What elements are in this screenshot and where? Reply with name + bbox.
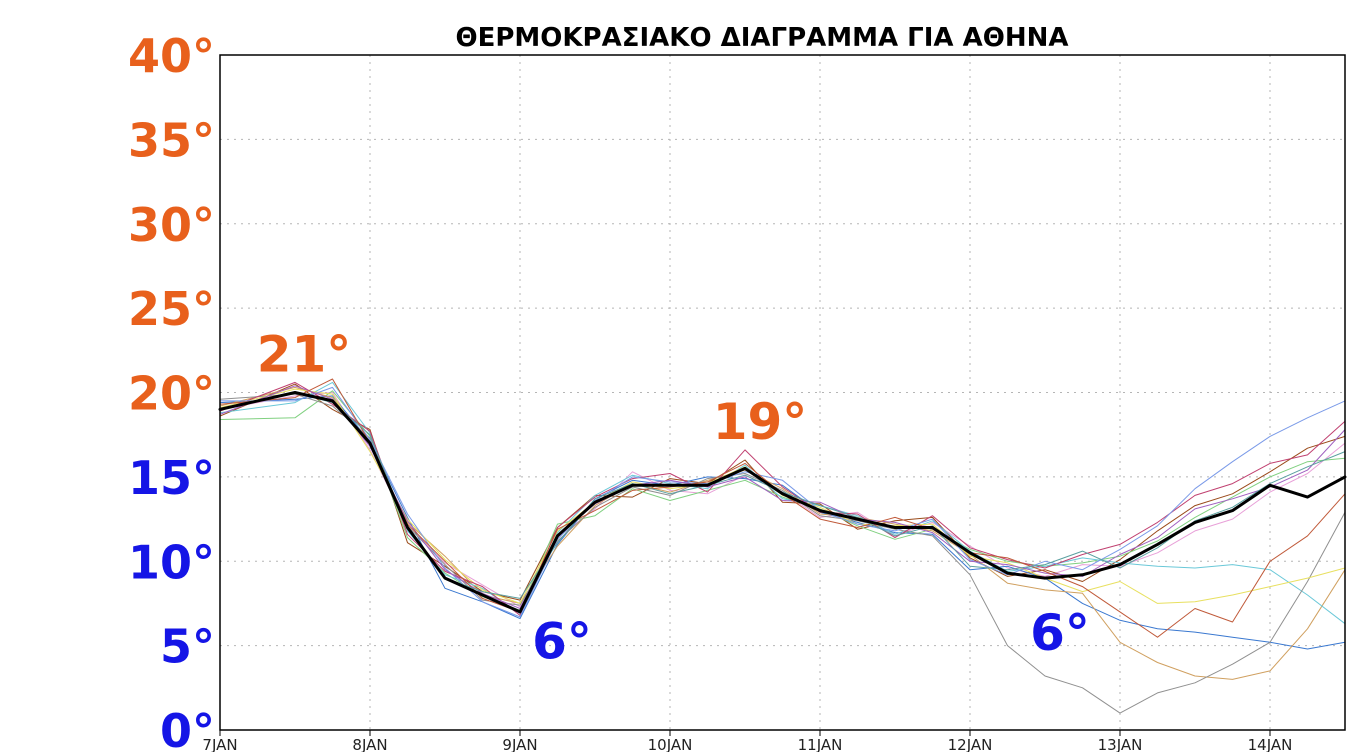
- x-tick-label: 9JAN: [502, 736, 537, 752]
- plot-frame: [219, 54, 1346, 731]
- x-tick-label: 7JAN: [202, 736, 237, 752]
- y-tick-label: 40°: [128, 29, 215, 83]
- x-tick-label: 10JAN: [648, 736, 693, 752]
- x-axis: 7JAN 8JAN 9JAN 10JAN 11JAN 12JAN 13JAN 14JAN: [202, 730, 1292, 752]
- x-tick-label: 13JAN: [1098, 736, 1143, 752]
- chart-title: ΘΕΡΜΟΚΡΑΣΙΑΚΟ ΔΙΑΓΡΑΜΜΑ ΓΙΑ ΑΘΗΝΑ: [456, 23, 1069, 53]
- annotation-label: 6°: [1030, 604, 1090, 662]
- y-tick-label: 35°: [128, 113, 215, 167]
- series-group: [218, 378, 1347, 714]
- y-tick-label: 0°: [160, 704, 215, 752]
- y-tick-label: 20°: [128, 367, 215, 421]
- y-tick-label: 25°: [128, 282, 215, 336]
- y-tick-label: 5°: [160, 620, 215, 674]
- x-tick-label: 12JAN: [948, 736, 993, 752]
- annotation-label: 6°: [532, 613, 592, 671]
- series-line-member: [219, 392, 1346, 608]
- x-tick-label: 11JAN: [798, 736, 843, 752]
- y-tick-label: 10°: [128, 535, 215, 589]
- series-line-member: [219, 378, 1346, 638]
- series-line-member: [219, 386, 1346, 618]
- grid-lines: [220, 55, 1345, 730]
- annotation-label: 21°: [257, 326, 352, 384]
- x-tick-label: 14JAN: [1248, 736, 1293, 752]
- y-tick-label: 30°: [128, 198, 215, 252]
- series-line-mean: [218, 391, 1347, 614]
- y-axis: 40° 35° 30° 25° 20° 15° 10° 5° 0°: [128, 29, 215, 752]
- x-tick-label: 8JAN: [352, 736, 387, 752]
- annotation-label: 19°: [713, 393, 808, 451]
- series-line-member: [219, 381, 1346, 616]
- annotations: 21° 19° 6° 6°: [257, 326, 1090, 671]
- y-tick-label: 15°: [128, 451, 215, 505]
